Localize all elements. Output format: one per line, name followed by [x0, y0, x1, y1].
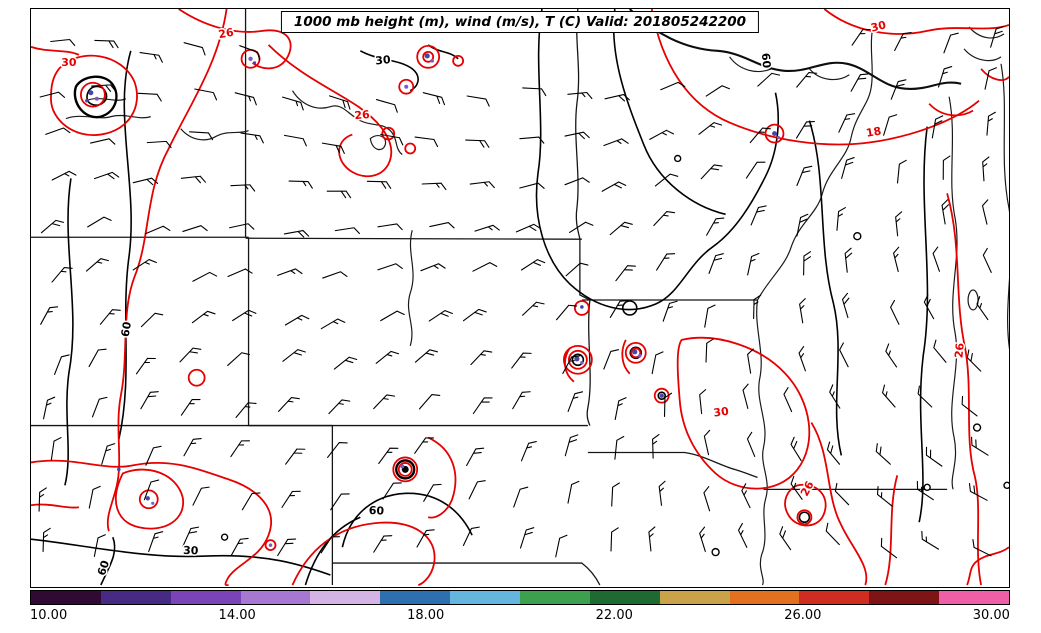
- colorbar-segment: [589, 591, 660, 604]
- colorbar-tick-label: 22.00: [595, 608, 633, 623]
- contour-label: 26: [798, 479, 817, 499]
- colorbar-segment: [939, 591, 1010, 604]
- colorbar-segment: [240, 591, 311, 604]
- small-closed-contours: [220, 154, 1009, 557]
- height-contours: [31, 9, 929, 586]
- contour-label: 26: [217, 26, 235, 42]
- contour-labels-layer: 30 26 26 30 18 26 30 26 30 60 60 60 30 60: [60, 17, 968, 579]
- rivers-and-lakes: [65, 9, 1009, 586]
- state-borders: [31, 9, 948, 586]
- colorbar-tick-label: 14.00: [218, 608, 256, 623]
- contour-label: 30: [869, 18, 887, 34]
- colorbar-segment: [100, 591, 171, 604]
- colorbar-segment: [380, 591, 451, 604]
- colorbar-segment: [31, 591, 101, 604]
- colorbar-tick-label: 18.00: [407, 608, 445, 623]
- colorbar-segment: [869, 591, 940, 604]
- contour-label: 26: [354, 108, 371, 122]
- map-plot-area: 30 26 26 30 18 26 30 26 30 60 60 60 30 60 1000 mb hei…: [30, 8, 1010, 588]
- contour-label: 60: [119, 320, 135, 338]
- contour-label: 30: [375, 53, 392, 67]
- contour-label: 60: [759, 52, 773, 69]
- colorbar-ticks: 10.00 14.00 18.00 22.00 26.00 30.00: [30, 608, 1010, 623]
- colorbar-segment: [310, 591, 381, 604]
- colorbar-segment: [520, 591, 590, 604]
- contour-label: 60: [95, 558, 112, 577]
- contour-label: 18: [865, 124, 882, 139]
- colorbar-segment: [659, 591, 730, 604]
- contour-label: 60: [369, 504, 385, 518]
- colorbar-segment: [729, 591, 800, 604]
- colorbar-segment: [450, 591, 521, 604]
- wind-barbs: [38, 26, 1005, 559]
- colorbar: [30, 590, 1010, 605]
- contour-label: 30: [713, 405, 730, 420]
- map-canvas: 30 26 26 30 18 26 30 26 30 60 60 60 30 60: [31, 9, 1009, 587]
- colorbar-tick-label: 26.00: [784, 608, 822, 623]
- colorbar-tick-label: 30.00: [972, 608, 1010, 623]
- colorbar-segment: [799, 591, 870, 604]
- plot-title: 1000 mb height (m), wind (m/s), T (C) Va…: [280, 11, 760, 33]
- temperature-contours: [31, 9, 1009, 587]
- contour-label: 26: [952, 342, 966, 359]
- contour-label: 30: [183, 544, 199, 558]
- cold-pocket-speckles: [85, 53, 781, 547]
- colorbar-tick-label: 10.00: [30, 608, 68, 623]
- contour-label: 30: [61, 56, 77, 69]
- colorbar-segment: [170, 591, 241, 604]
